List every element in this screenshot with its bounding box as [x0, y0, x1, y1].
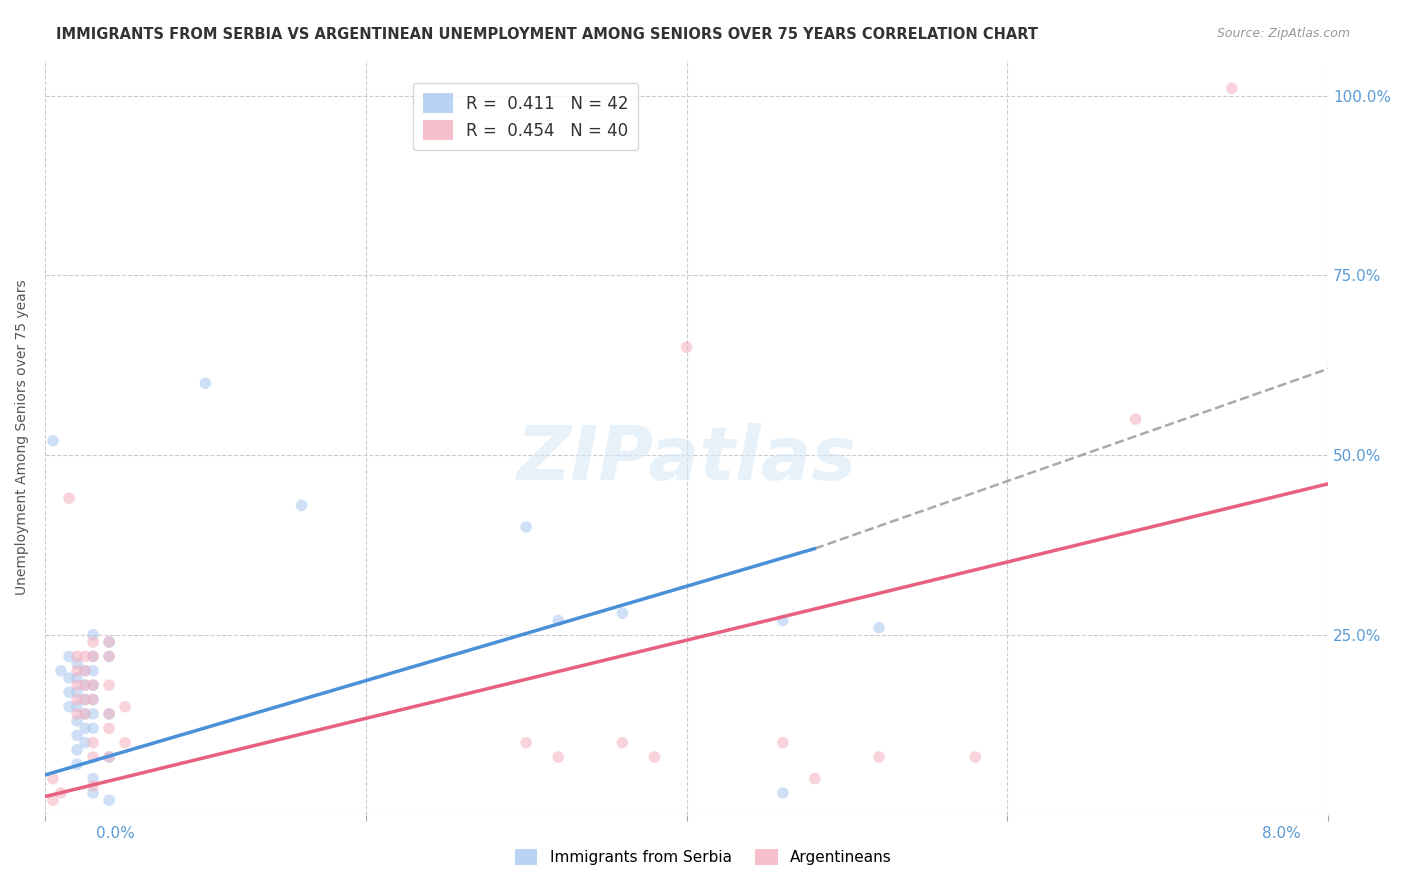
Point: [194, 376, 217, 391]
Point: [675, 340, 697, 354]
Point: [82, 736, 104, 750]
Point: [547, 750, 569, 764]
Point: [98, 721, 121, 735]
Point: [66, 714, 89, 728]
Point: [291, 499, 314, 513]
Point: [82, 786, 104, 800]
Point: [114, 736, 136, 750]
Point: [75, 664, 97, 678]
Text: Source: ZipAtlas.com: Source: ZipAtlas.com: [1216, 27, 1350, 40]
Point: [42, 434, 65, 448]
Point: [98, 706, 121, 721]
Point: [75, 721, 97, 735]
Point: [82, 678, 104, 692]
Point: [66, 743, 89, 757]
Point: [42, 772, 65, 786]
Point: [82, 772, 104, 786]
Point: [82, 635, 104, 649]
Point: [75, 706, 97, 721]
Point: [66, 678, 89, 692]
Point: [1125, 412, 1147, 426]
Point: [82, 692, 104, 706]
Point: [58, 671, 80, 685]
Point: [75, 692, 97, 706]
Legend: Immigrants from Serbia, Argentineans: Immigrants from Serbia, Argentineans: [509, 843, 897, 871]
Point: [58, 685, 80, 699]
Point: [515, 736, 537, 750]
Point: [82, 721, 104, 735]
Point: [75, 706, 97, 721]
Point: [82, 649, 104, 664]
Text: 8.0%: 8.0%: [1261, 826, 1301, 841]
Point: [98, 793, 121, 807]
Point: [98, 649, 121, 664]
Text: IMMIGRANTS FROM SERBIA VS ARGENTINEAN UNEMPLOYMENT AMONG SENIORS OVER 75 YEARS C: IMMIGRANTS FROM SERBIA VS ARGENTINEAN UN…: [56, 27, 1038, 42]
Point: [965, 750, 987, 764]
Point: [66, 706, 89, 721]
Point: [58, 491, 80, 506]
Point: [98, 750, 121, 764]
Point: [75, 664, 97, 678]
Point: [66, 757, 89, 772]
Point: [66, 692, 89, 706]
Point: [98, 635, 121, 649]
Point: [66, 649, 89, 664]
Point: [75, 678, 97, 692]
Point: [868, 750, 890, 764]
Point: [612, 606, 634, 620]
Point: [66, 685, 89, 699]
Point: [75, 692, 97, 706]
Legend: R =  0.411   N = 42, R =  0.454   N = 40: R = 0.411 N = 42, R = 0.454 N = 40: [412, 83, 638, 151]
Text: 0.0%: 0.0%: [96, 826, 135, 841]
Point: [1220, 81, 1243, 95]
Point: [66, 671, 89, 685]
Point: [66, 657, 89, 671]
Point: [804, 772, 827, 786]
Point: [82, 664, 104, 678]
Point: [82, 706, 104, 721]
Text: ZIPatlas: ZIPatlas: [516, 423, 856, 496]
Point: [98, 750, 121, 764]
Point: [82, 628, 104, 642]
Point: [98, 635, 121, 649]
Point: [75, 736, 97, 750]
Point: [66, 699, 89, 714]
Point: [772, 736, 794, 750]
Y-axis label: Unemployment Among Seniors over 75 years: Unemployment Among Seniors over 75 years: [15, 279, 30, 595]
Point: [82, 678, 104, 692]
Point: [58, 649, 80, 664]
Point: [547, 614, 569, 628]
Point: [114, 699, 136, 714]
Point: [515, 520, 537, 534]
Point: [612, 736, 634, 750]
Point: [82, 750, 104, 764]
Point: [66, 729, 89, 743]
Point: [42, 793, 65, 807]
Point: [75, 649, 97, 664]
Point: [868, 621, 890, 635]
Point: [58, 699, 80, 714]
Point: [82, 779, 104, 793]
Point: [98, 706, 121, 721]
Point: [98, 649, 121, 664]
Point: [772, 786, 794, 800]
Point: [643, 750, 665, 764]
Point: [49, 786, 72, 800]
Point: [82, 649, 104, 664]
Point: [75, 678, 97, 692]
Point: [66, 664, 89, 678]
Point: [82, 692, 104, 706]
Point: [98, 678, 121, 692]
Point: [772, 614, 794, 628]
Point: [49, 664, 72, 678]
